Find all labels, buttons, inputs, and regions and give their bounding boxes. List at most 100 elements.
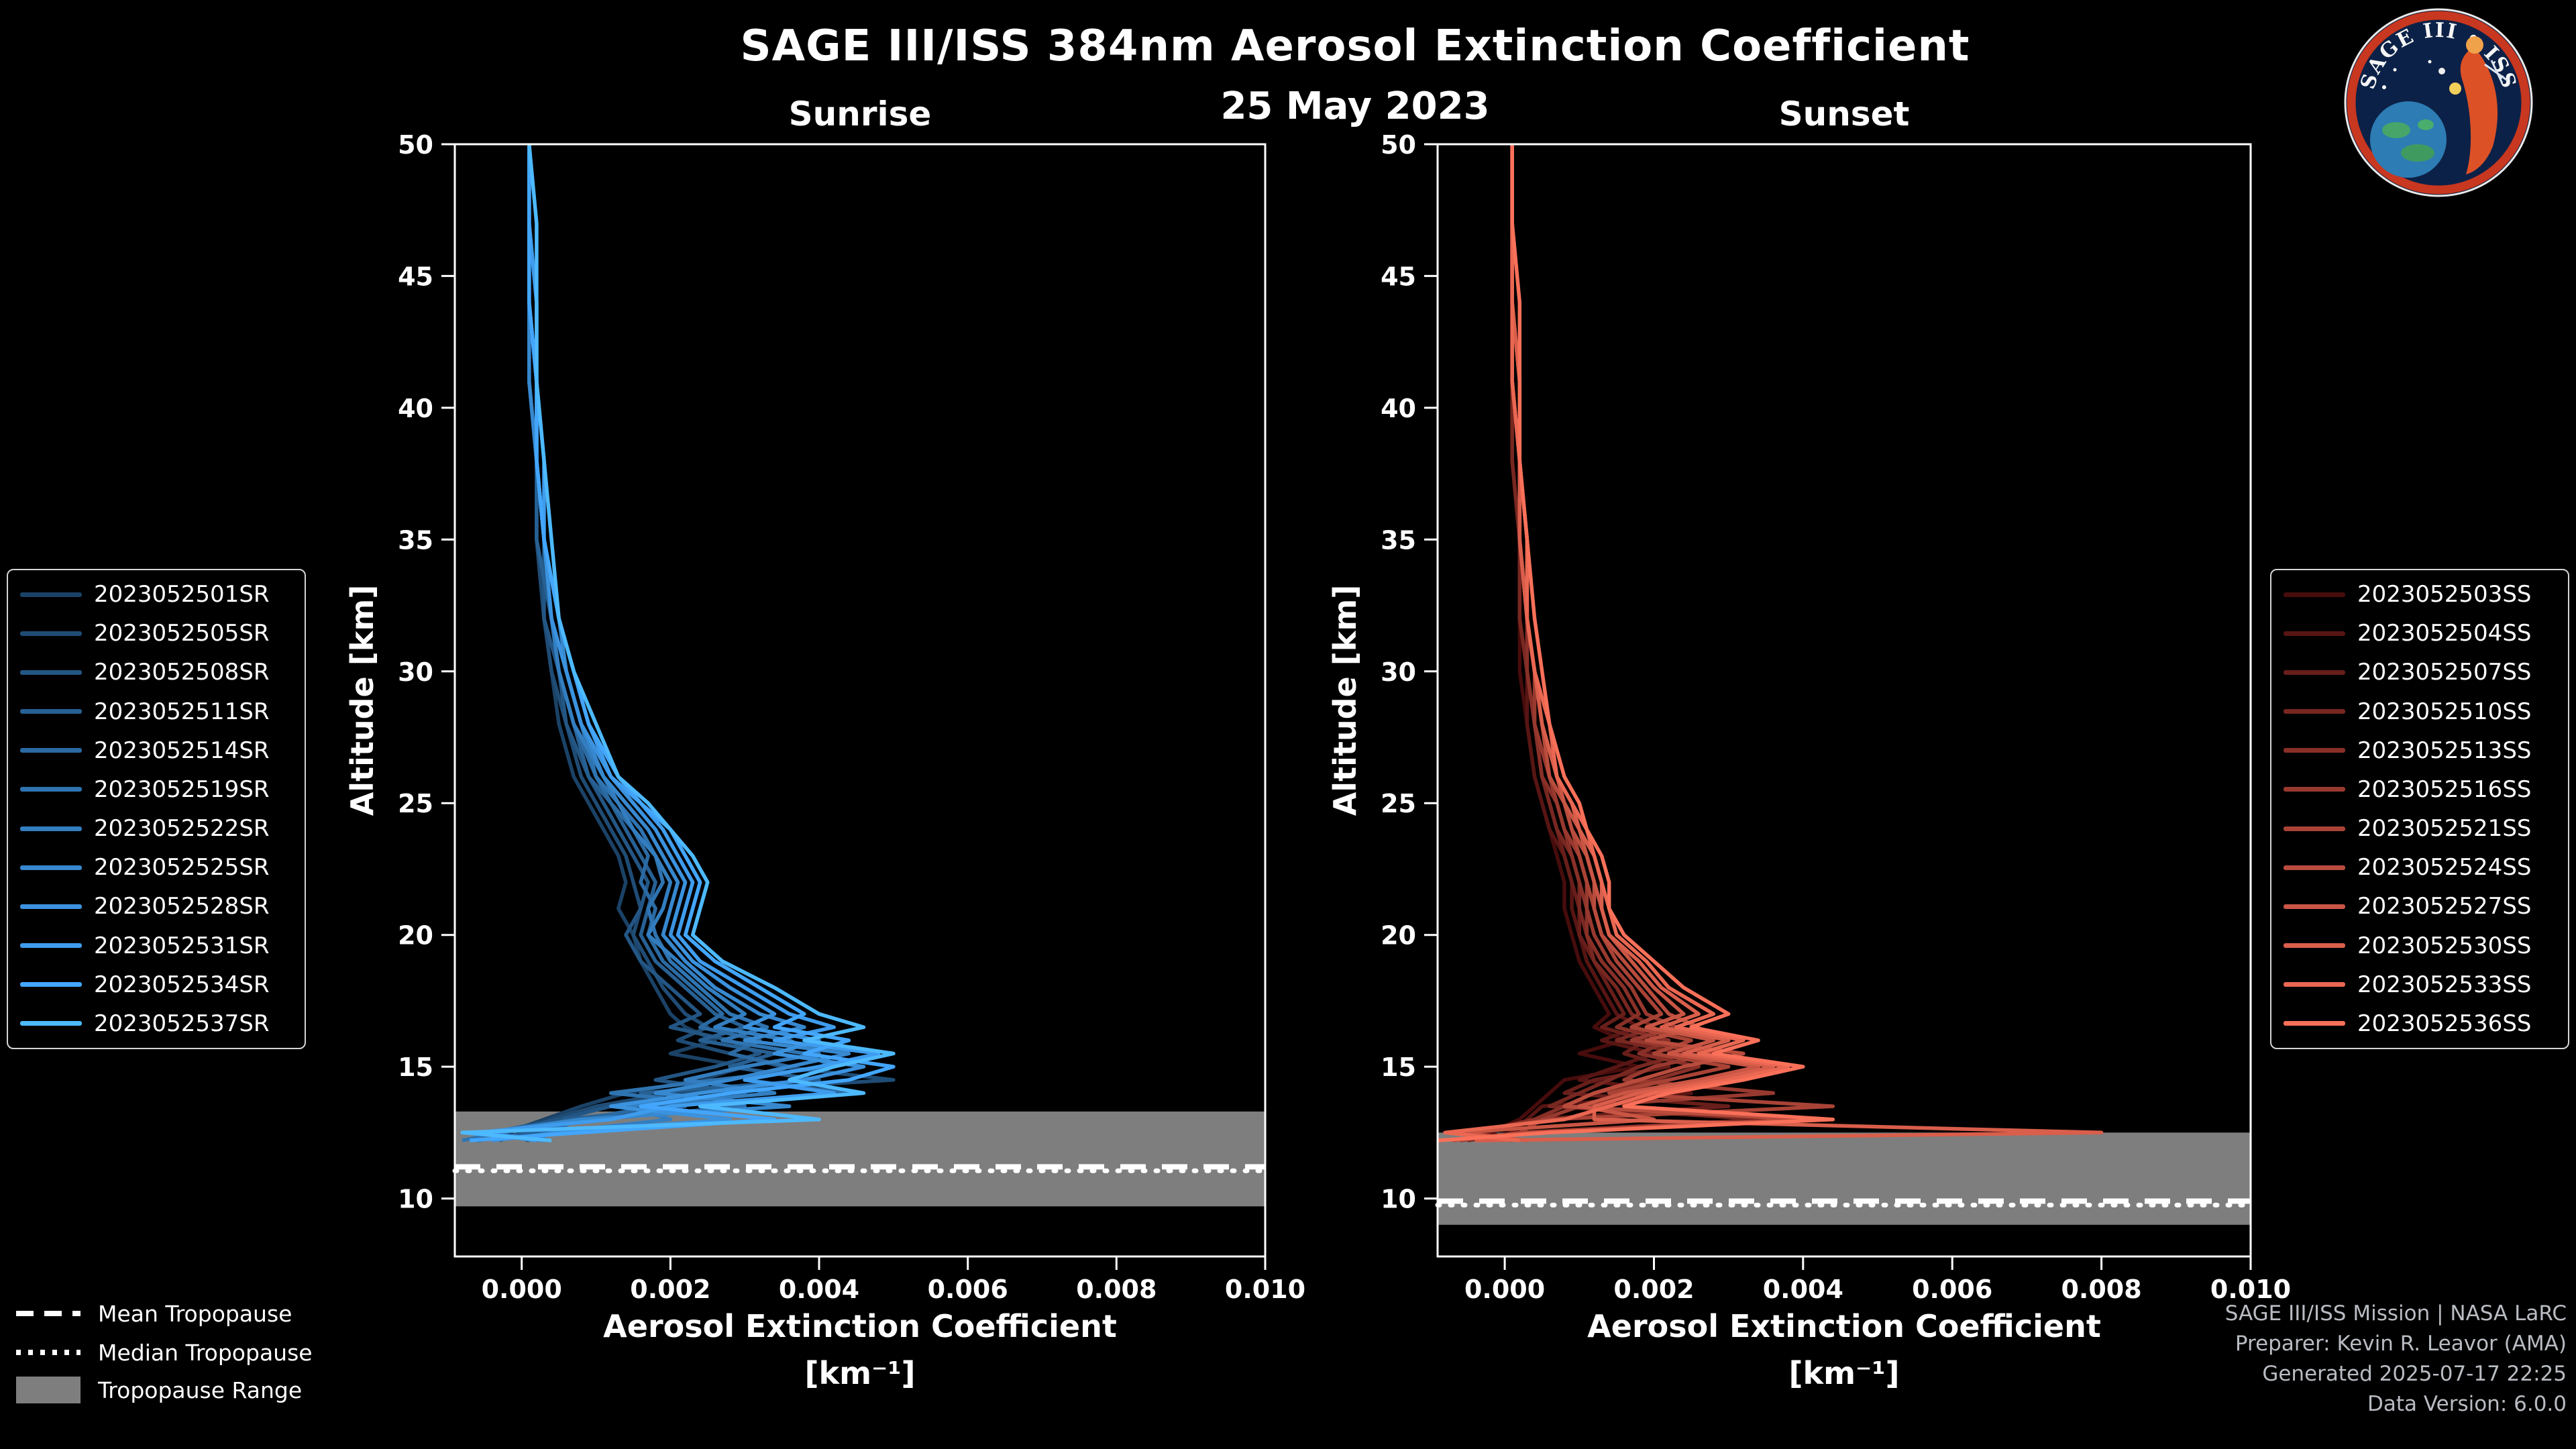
legend-item-label: 2023052531SR [94,932,270,959]
y-tick-label: 10 [398,1185,433,1214]
logo-figure-head [2466,36,2483,54]
legend-item: 2023052503SS [2284,581,2556,608]
legend-item: 2023052510SS [2284,698,2556,725]
credit-line-version: Data Version: 6.0.0 [2367,1392,2567,1416]
legend-item: 2023052537SR [20,1010,292,1037]
legend-line-swatch [20,669,82,675]
y-tick-label: 30 [1381,657,1416,687]
legend-item-label: 2023052519SR [94,775,270,803]
logo-star [2382,85,2386,89]
legend-line-swatch [2284,631,2345,636]
legend-item-label: 2023052534SR [94,971,270,998]
legend-line-swatch [2284,943,2345,949]
logo-star [2393,68,2397,72]
legend-line-swatch [20,631,82,636]
figure-date: 25 May 2023 [1220,85,1490,128]
sunrise-legend: 2023052501SR 2023052505SR 2023052508SR 2023… [7,569,306,1049]
series-line [470,144,896,1142]
legend-item: 2023052501SR [20,581,292,608]
legend-item: 2023052533SS [2284,971,2556,998]
legend-item: 2023052507SS [2284,659,2556,686]
series-line [504,144,747,1142]
x-tick-label: 0.006 [928,1275,1008,1304]
y-tick-label: 10 [1381,1185,1416,1214]
y-tick-label: 15 [1381,1053,1416,1082]
legend-line-swatch [20,748,82,753]
legend-line-swatch [2284,709,2345,714]
legend-item: 2023052534SR [20,971,292,998]
y-tick-label: 30 [398,657,433,687]
legend-line-swatch [2284,669,2345,675]
median-tropopause-label: Median Tropopause [98,1339,313,1366]
series-line [1474,144,2104,1142]
legend-item: 2023052505SR [20,620,292,647]
y-tick-label: 25 [1381,789,1416,818]
sunrise-x-axis-label: Aerosol Extinction Coefficient [603,1308,1117,1344]
y-tick-label: 45 [1381,262,1416,291]
legend-line-swatch [20,787,82,792]
legend-item-label: 2023052522SR [94,815,270,843]
credit-line-mission: SAGE III/ISS Mission | NASA LaRC [2224,1301,2567,1326]
x-tick-label: 0.000 [482,1275,562,1304]
logo-iss [2484,60,2508,84]
y-tick-label: 50 [398,130,433,160]
logo-star [2428,60,2432,64]
tropopause-range-swatch [16,1377,80,1403]
y-tick-label: 15 [398,1053,433,1082]
credit-line-preparer: Preparer: Kevin R. Leavor (AMA) [2235,1332,2567,1356]
legend-line-swatch [2284,826,2345,831]
tropopause-range-band [455,1111,1265,1207]
sunset-legend: 2023052503SS 2023052504SS 2023052507SS 2023… [2270,569,2569,1049]
legend-item-label: 2023052514SR [94,737,270,764]
sunrise-panel-title: Sunrise [788,95,932,133]
legend-line-swatch [2284,592,2345,597]
tropopause-range-label: Tropopause Range [98,1377,303,1403]
x-tick-label: 0.002 [1613,1275,1694,1304]
sunrise-y-axis-label: Altitude [km] [344,584,380,816]
mean-tropopause-label: Mean Tropopause [98,1300,292,1327]
legend-item-label: 2023052530SS [2357,932,2532,959]
legend-item-label: 2023052503SS [2357,581,2532,608]
legend-item: 2023052536SS [2284,1010,2556,1037]
legend-item: 2023052527SS [2284,893,2556,920]
series-line [1438,144,1835,1142]
legend-item-label: 2023052505SR [94,620,270,647]
legend-line-swatch [2284,748,2345,753]
sunset-legend-items: 2023052503SS 2023052504SS 2023052507SS 2023… [2284,581,2556,1037]
plot-border [453,143,1267,1258]
legend-item-label: 2023052521SS [2357,815,2532,843]
legend-item: 2023052513SS [2284,737,2556,764]
legend-item-label: 2023052510SS [2357,698,2532,725]
legend-item-label: 2023052513SS [2357,737,2532,764]
x-tick-label: 0.000 [1464,1275,1545,1304]
x-tick-label: 0.008 [1076,1275,1157,1304]
series-line [475,144,881,1142]
legend-item-label: 2023052501SR [94,581,270,608]
legend-item: 2023052521SS [2284,815,2556,842]
legend-item-label: 2023052527SS [2357,893,2532,920]
sage-iii-iss-logo: SAGE III • ISS [2344,8,2533,197]
mean-tropopause-swatch [16,1311,80,1316]
x-tick-label: 0.008 [2061,1275,2141,1304]
legend-line-swatch [20,943,82,949]
legend-item: 2023052519SR [20,776,292,803]
legend-line-swatch [20,982,82,987]
figure-title: SAGE III/ISS 384nm Aerosol Extinction Co… [740,21,1970,71]
x-tick-label: 0.010 [1225,1275,1305,1304]
series-line [1467,144,1768,1142]
legend-item-label: 2023052528SR [94,893,270,920]
legend-item: 2023052508SR [20,659,292,686]
logo-moon [2449,83,2461,95]
legend-line-swatch [2284,787,2345,792]
legend-item: 2023052516SS [2284,776,2556,803]
x-tick-label: 0.004 [1763,1275,1843,1304]
credits-block: SAGE III/ISS Mission | NASA LaRC Prepare… [2225,1299,2567,1419]
sunset-panel-title: Sunset [1778,95,1910,133]
logo-earth-land [2418,119,2434,130]
logo-earth-land [2382,122,2410,138]
median-tropopause-swatch [16,1350,80,1355]
legend-item-label: 2023052536SS [2357,1010,2532,1037]
legend-item-label: 2023052507SS [2357,659,2532,686]
sunset-x-axis-label: Aerosol Extinction Coefficient [1587,1308,2101,1344]
legend-line-swatch [20,826,82,831]
